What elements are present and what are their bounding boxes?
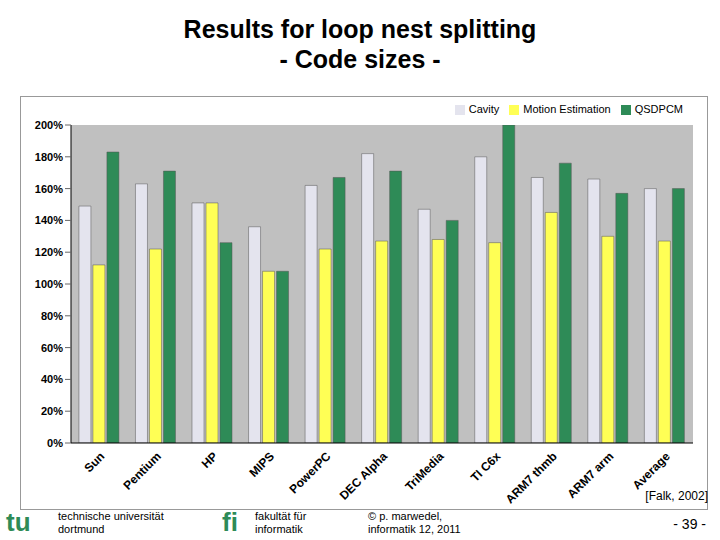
html-text:dortmund: dortmund <box>58 523 105 535</box>
html-text:technische universität: technische universität <box>58 510 164 522</box>
html-text:QSDPCM: QSDPCM <box>634 103 683 115</box>
svg-text:80%: 80% <box>41 310 63 322</box>
html-text:fakultät für: fakultät für <box>255 510 307 522</box>
html-text:- Code sizes -: - Code sizes - <box>279 45 441 73</box>
html-text:fi: fi <box>222 507 238 537</box>
svg-text:HP: HP <box>199 449 221 471</box>
svg-text:ARM7 thmb: ARM7 thmb <box>503 449 560 506</box>
svg-text:MIPS: MIPS <box>246 449 277 480</box>
svg-text:TI C6x: TI C6x <box>468 449 504 485</box>
html-text:informatik 12, 2011: informatik 12, 2011 <box>368 523 461 535</box>
svg-text:TriMedia: TriMedia <box>402 449 447 494</box>
html-text:Cavity: Cavity <box>468 103 500 115</box>
svg-text:Pentium: Pentium <box>121 449 164 492</box>
svg-text:0%: 0% <box>47 437 63 449</box>
html-text:- 39 -: - 39 - <box>673 516 706 532</box>
svg-text:ARM7 arm: ARM7 arm <box>564 449 616 501</box>
html-text:Motion Estimation: Motion Estimation <box>523 103 611 115</box>
svg-text:DEC Alpha: DEC Alpha <box>337 449 391 503</box>
svg-text:180%: 180% <box>35 151 63 163</box>
svg-text:40%: 40% <box>41 373 63 385</box>
svg-text:20%: 20% <box>41 405 63 417</box>
svg-text:160%: 160% <box>35 183 63 195</box>
svg-text:200%: 200% <box>35 119 63 131</box>
svg-text:100%: 100% <box>35 278 63 290</box>
svg-text:Sun: Sun <box>81 449 107 475</box>
html-text:© p. marwedel,: © p. marwedel, <box>368 510 443 522</box>
html-text:tu: tu <box>6 507 31 537</box>
html-text:Results for loop nest splittin: Results for loop nest splitting <box>183 15 537 43</box>
svg-text:60%: 60% <box>41 342 63 354</box>
svg-text:PowerPC: PowerPC <box>286 449 333 496</box>
svg-text:Average: Average <box>630 449 673 492</box>
svg-text:120%: 120% <box>35 246 63 258</box>
svg-text:140%: 140% <box>35 214 63 226</box>
html-text:informatik: informatik <box>255 523 303 535</box>
html-text:[Falk, 2002]: [Falk, 2002] <box>645 489 708 503</box>
